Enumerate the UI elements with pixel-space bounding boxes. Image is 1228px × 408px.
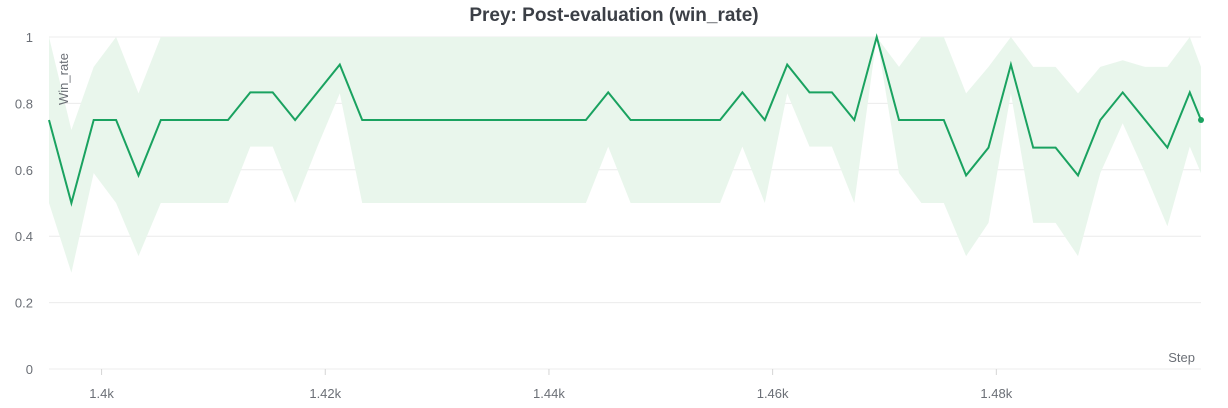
y-tick-label: 1 <box>26 30 33 45</box>
chart-title: Prey: Post-evaluation (win_rate) <box>469 5 759 26</box>
y-tick-label: 0.8 <box>15 96 33 111</box>
x-axis-label: Step <box>1168 350 1195 365</box>
confidence-band <box>49 37 1201 273</box>
y-tick-label: 0.2 <box>15 296 33 311</box>
series-line <box>48 33 1202 207</box>
x-tick-label: 1.44k <box>533 386 565 401</box>
x-tick-label: 1.4k <box>89 386 114 401</box>
win-rate-series <box>48 33 1204 207</box>
y-axis-label: Win_rate <box>56 53 71 105</box>
x-axis-ticks: 1.4k 1.42k 1.44k 1.46k 1.48k <box>89 386 1012 401</box>
y-axis-ticks: 0 0.2 0.4 0.6 0.8 1 <box>15 30 33 377</box>
y-tick-label: 0.4 <box>15 229 33 244</box>
x-tick-label: 1.42k <box>309 386 341 401</box>
y-tick-label: 0 <box>26 362 33 377</box>
last-point-marker <box>1198 117 1204 123</box>
band-area <box>49 37 1201 273</box>
x-tick-label: 1.48k <box>980 386 1012 401</box>
x-tick-label: 1.46k <box>757 386 789 401</box>
y-tick-label: 0.6 <box>15 163 33 178</box>
